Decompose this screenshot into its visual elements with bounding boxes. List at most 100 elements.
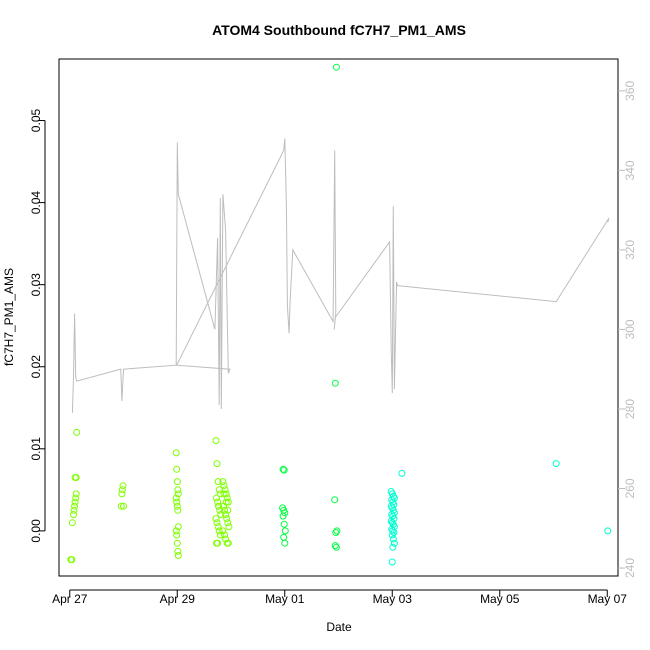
- x-tick-label: May 07: [588, 592, 628, 606]
- data-point: [71, 502, 79, 510]
- data-point: [217, 511, 225, 518]
- data-point: [213, 494, 220, 502]
- axes-layer: Apr 27 Apr 29 May 01 May 03 May 05 May 07 0.00…: [29, 80, 637, 606]
- data-point: [68, 519, 76, 527]
- y-tick-label: 0.02: [29, 355, 43, 379]
- data-point: [224, 498, 232, 506]
- data-point: [213, 519, 221, 527]
- data-point: [279, 465, 287, 473]
- data-point: [214, 523, 222, 531]
- data-point: [70, 511, 77, 518]
- data-point: [221, 531, 229, 539]
- data-point: [120, 502, 127, 510]
- data-point: [389, 543, 397, 551]
- data-point: [219, 527, 227, 535]
- data-point: [388, 558, 396, 566]
- data-point: [118, 486, 126, 494]
- data-point: [388, 531, 396, 539]
- data-point: [174, 486, 182, 494]
- data-point: [212, 437, 220, 445]
- data-point: [224, 519, 232, 527]
- y-axis-label: fC7H7_PM1_AMS: [2, 268, 16, 366]
- data-point: [173, 539, 181, 547]
- data-point: [214, 498, 222, 506]
- y2-tick-label: 340: [623, 160, 637, 180]
- series-line-3: [71, 138, 610, 413]
- data-point: [389, 535, 397, 543]
- y2-tick-label: 360: [623, 80, 637, 100]
- data-point: [604, 527, 612, 535]
- chart-title: ATOM4 Southbound fC7H7_PM1_AMS: [212, 22, 466, 38]
- data-point: [388, 519, 396, 527]
- x-axis-label: Date: [326, 620, 352, 634]
- data-point: [552, 460, 560, 468]
- data-point: [279, 512, 287, 520]
- y-tick-label: 0.03: [29, 273, 43, 297]
- y2-tick-label: 240: [623, 558, 637, 578]
- y-tick-label: 0.00: [29, 519, 43, 543]
- data-point: [72, 490, 80, 498]
- data-point: [173, 478, 181, 486]
- y2-tick-label: 320: [623, 240, 637, 260]
- data-point: [216, 506, 224, 514]
- data-point: [174, 523, 182, 531]
- data-point: [214, 539, 222, 547]
- data-point: [174, 490, 182, 498]
- data-point: [219, 478, 227, 486]
- data-point: [333, 527, 341, 535]
- data-point: [281, 509, 289, 517]
- y-tick-label: 0.01: [29, 437, 43, 461]
- data-point: [223, 494, 231, 502]
- data-point: [220, 490, 228, 498]
- data-point: [118, 490, 126, 498]
- y2-tick-label: 280: [623, 399, 637, 419]
- data-point: [222, 498, 230, 506]
- data-point: [225, 523, 233, 531]
- data-point: [331, 496, 339, 504]
- data-point: [213, 460, 221, 468]
- data-point: [223, 515, 231, 523]
- data-point: [117, 502, 125, 510]
- data-point: [173, 498, 181, 506]
- data-point: [172, 494, 180, 502]
- data-point: [173, 502, 181, 510]
- data-point: [71, 498, 79, 506]
- data-point: [388, 511, 396, 518]
- y-tick-label: 0.05: [29, 108, 43, 132]
- data-point: [70, 506, 78, 514]
- data-point: [331, 379, 339, 387]
- data-point: [222, 511, 230, 518]
- data-point: [68, 556, 76, 564]
- data-point: [224, 539, 232, 547]
- data-point: [221, 506, 229, 514]
- data-point: [331, 542, 339, 550]
- data-point: [332, 63, 340, 71]
- data-point: [72, 474, 80, 481]
- data-point: [174, 506, 182, 514]
- data-point: [387, 502, 395, 510]
- data-point: [119, 482, 127, 490]
- x-tick-label: Apr 27: [52, 592, 88, 606]
- data-point: [174, 552, 182, 559]
- data-point: [389, 527, 397, 535]
- data-point: [398, 469, 406, 477]
- data-point: [332, 543, 340, 551]
- plot-layer: [67, 63, 612, 566]
- data-point: [174, 547, 182, 555]
- data-point: [390, 539, 398, 547]
- data-point: [221, 486, 229, 494]
- y2-tick-label: 300: [623, 319, 637, 339]
- y2-tick-label: 260: [623, 478, 637, 498]
- data-point: [281, 527, 289, 535]
- data-point: [280, 533, 288, 541]
- x-tick-label: May 05: [480, 592, 520, 606]
- data-point: [215, 502, 223, 510]
- data-point: [214, 478, 222, 486]
- x-tick-label: May 03: [373, 592, 413, 606]
- data-point: [173, 531, 181, 539]
- plot-frame: [58, 58, 619, 577]
- data-point: [280, 520, 288, 528]
- data-point: [172, 527, 180, 535]
- x-tick-label: Apr 29: [160, 592, 196, 606]
- data-point: [222, 490, 230, 498]
